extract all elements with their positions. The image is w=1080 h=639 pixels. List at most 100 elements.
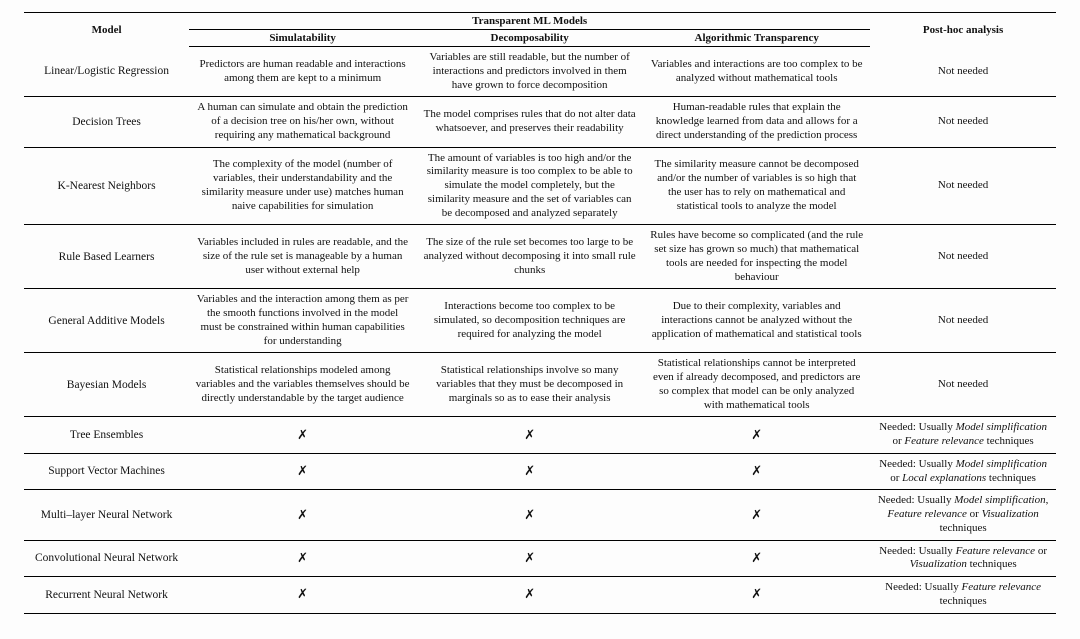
cell-posthoc: Not needed [870,97,1056,147]
model-name-cell: Recurrent Neural Network [24,577,189,614]
page-container: Model Transparent ML Models Post-hoc ana… [0,0,1080,639]
cell-posthoc: Needed: Usually Model simplification or … [870,453,1056,490]
x-mark-icon: ✗ [751,507,762,522]
col-header-algorithmic: Algorithmic Transparency [643,30,870,47]
cell-posthoc: Not needed [870,353,1056,417]
cell-alg: Variables and interactions are too compl… [643,47,870,97]
cell-dec: ✗ [416,540,643,577]
posthoc-technique: Feature relevance [887,508,967,520]
posthoc-technique: Model simplification [954,494,1045,506]
x-mark-icon: ✗ [524,427,535,442]
model-name-cell: Convolutional Neural Network [24,540,189,577]
col-header-simulatability: Simulatability [189,30,416,47]
cell-alg: The similarity measure cannot be decompo… [643,147,870,225]
cell-sim: Variables and the interaction among them… [189,289,416,353]
cell-alg: ✗ [643,490,870,540]
table-row: Multi–layer Neural Network ✗ ✗ ✗ Needed: Usu… [24,490,1056,540]
table-row: Bayesian ModelsStatistical relationships… [24,353,1056,417]
cell-sim: Predictors are human readable and intera… [189,47,416,97]
posthoc-technique: Visualization [982,508,1039,520]
model-name-cell: General Additive Models [24,289,189,353]
table-row: General Additive ModelsVariables and the… [24,289,1056,353]
x-mark-icon: ✗ [751,550,762,565]
col-header-posthoc: Post-hoc analysis [870,13,1056,47]
cell-dec: ✗ [416,490,643,540]
cell-dec: The size of the rule set becomes too lar… [416,225,643,289]
x-mark-icon: ✗ [751,463,762,478]
table-row: Convolutional Neural Network ✗ ✗ ✗ Needed: U… [24,540,1056,577]
cell-posthoc: Needed: Usually Model simplification or … [870,417,1056,454]
transparency-table: Model Transparent ML Models Post-hoc ana… [24,12,1056,614]
cell-sim: ✗ [189,540,416,577]
cell-dec: Statistical relationships involve so man… [416,353,643,417]
posthoc-technique: Model simplification [956,458,1047,470]
table-header: Model Transparent ML Models Post-hoc ana… [24,13,1056,47]
cell-posthoc: Not needed [870,225,1056,289]
model-name-cell: Decision Trees [24,97,189,147]
cell-dec: ✗ [416,577,643,614]
cell-sim: The complexity of the model (number of v… [189,147,416,225]
model-name-cell: Multi–layer Neural Network [24,490,189,540]
x-mark-icon: ✗ [751,427,762,442]
cell-sim: A human can simulate and obtain the pred… [189,97,416,147]
model-name-cell: Bayesian Models [24,353,189,417]
x-mark-icon: ✗ [297,463,308,478]
model-name-cell: Rule Based Learners [24,225,189,289]
cell-sim: ✗ [189,417,416,454]
x-mark-icon: ✗ [524,550,535,565]
cell-dec: The model comprises rules that do not al… [416,97,643,147]
cell-alg: Due to their complexity, variables and i… [643,289,870,353]
cell-dec: The amount of variables is too high and/… [416,147,643,225]
table-row: Linear/Logistic RegressionPredictors are… [24,47,1056,97]
model-name-cell: K-Nearest Neighbors [24,147,189,225]
table-row: K-Nearest NeighborsThe complexity of the… [24,147,1056,225]
cell-posthoc: Not needed [870,47,1056,97]
cell-alg: Human-readable rules that explain the kn… [643,97,870,147]
model-name-cell: Tree Ensembles [24,417,189,454]
posthoc-technique: Feature relevance [962,581,1042,593]
col-header-model: Model [24,13,189,47]
model-name-cell: Support Vector Machines [24,453,189,490]
table-row: Tree Ensembles ✗ ✗ ✗ Needed: Usually Model s… [24,417,1056,454]
table-row: Support Vector Machines ✗ ✗ ✗ Needed: Usuall… [24,453,1056,490]
cell-dec: Variables are still readable, but the nu… [416,47,643,97]
x-mark-icon: ✗ [524,586,535,601]
posthoc-technique: Feature relevance [904,435,984,447]
cell-posthoc: Needed: Usually Feature relevance techni… [870,577,1056,614]
cell-posthoc: Needed: Usually Feature relevance or Vis… [870,540,1056,577]
cell-sim: Variables included in rules are readable… [189,225,416,289]
cell-dec: ✗ [416,417,643,454]
cell-alg: ✗ [643,417,870,454]
cell-sim: ✗ [189,453,416,490]
posthoc-technique: Model simplification [956,421,1047,433]
cell-sim: Statistical relationships modeled among … [189,353,416,417]
x-mark-icon: ✗ [297,586,308,601]
table-body: Linear/Logistic RegressionPredictors are… [24,47,1056,614]
x-mark-icon: ✗ [297,427,308,442]
x-mark-icon: ✗ [751,586,762,601]
col-group-transparent-ml: Transparent ML Models [189,13,870,30]
cell-dec: ✗ [416,453,643,490]
x-mark-icon: ✗ [297,507,308,522]
cell-sim: ✗ [189,490,416,540]
cell-alg: ✗ [643,577,870,614]
table-row: Decision TreesA human can simulate and o… [24,97,1056,147]
cell-sim: ✗ [189,577,416,614]
cell-posthoc: Not needed [870,147,1056,225]
col-header-decomposability: Decomposability [416,30,643,47]
posthoc-technique: Feature relevance [956,545,1036,557]
posthoc-technique: Local explanations [902,472,986,484]
x-mark-icon: ✗ [524,507,535,522]
cell-alg: ✗ [643,453,870,490]
cell-alg: Rules have become so complicated (and th… [643,225,870,289]
cell-dec: Interactions become too complex to be si… [416,289,643,353]
posthoc-technique: Visualization [910,558,967,570]
table-row: Rule Based LearnersVariables included in… [24,225,1056,289]
cell-alg: Statistical relationships cannot be inte… [643,353,870,417]
table-row: Recurrent Neural Network ✗ ✗ ✗ Needed: Usual… [24,577,1056,614]
x-mark-icon: ✗ [297,550,308,565]
cell-alg: ✗ [643,540,870,577]
x-mark-icon: ✗ [524,463,535,478]
cell-posthoc: Needed: Usually Model simplification, Fe… [870,490,1056,540]
cell-posthoc: Not needed [870,289,1056,353]
